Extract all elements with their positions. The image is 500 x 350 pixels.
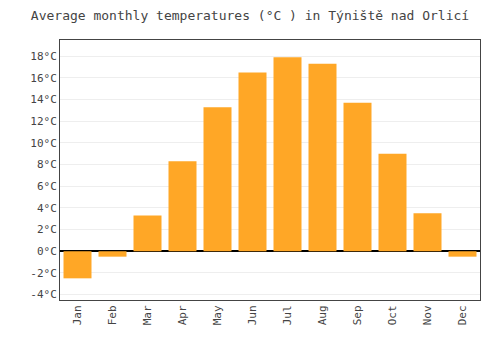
svg-text:0°C: 0°C xyxy=(37,245,57,258)
svg-text:Oct: Oct xyxy=(386,305,399,325)
svg-text:16°C: 16°C xyxy=(30,72,57,85)
svg-text:2°C: 2°C xyxy=(37,223,57,236)
svg-text:-2°C: -2°C xyxy=(30,267,57,280)
svg-text:14°C: 14°C xyxy=(30,93,57,106)
svg-text:4°C: 4°C xyxy=(37,202,57,215)
svg-text:Dec: Dec xyxy=(456,305,469,325)
svg-text:8°C: 8°C xyxy=(37,158,57,171)
svg-text:Aug: Aug xyxy=(316,305,329,325)
svg-text:Average monthly temperatures (: Average monthly temperatures (°C ) in Tý… xyxy=(31,8,469,23)
svg-text:May: May xyxy=(211,305,224,325)
svg-text:12°C: 12°C xyxy=(30,115,57,128)
svg-text:10°C: 10°C xyxy=(30,137,57,150)
svg-text:Sep: Sep xyxy=(351,305,364,325)
svg-text:Jun: Jun xyxy=(246,305,259,325)
svg-text:Nov: Nov xyxy=(421,305,434,325)
svg-text:-4°C: -4°C xyxy=(30,288,57,301)
svg-text:Jan: Jan xyxy=(71,305,84,325)
svg-text:Feb: Feb xyxy=(106,305,119,325)
svg-text:18°C: 18°C xyxy=(30,50,57,63)
svg-text:Jul: Jul xyxy=(281,305,294,325)
svg-text:Apr: Apr xyxy=(176,305,189,325)
svg-text:6°C: 6°C xyxy=(37,180,57,193)
svg-text:Mar: Mar xyxy=(141,305,154,325)
